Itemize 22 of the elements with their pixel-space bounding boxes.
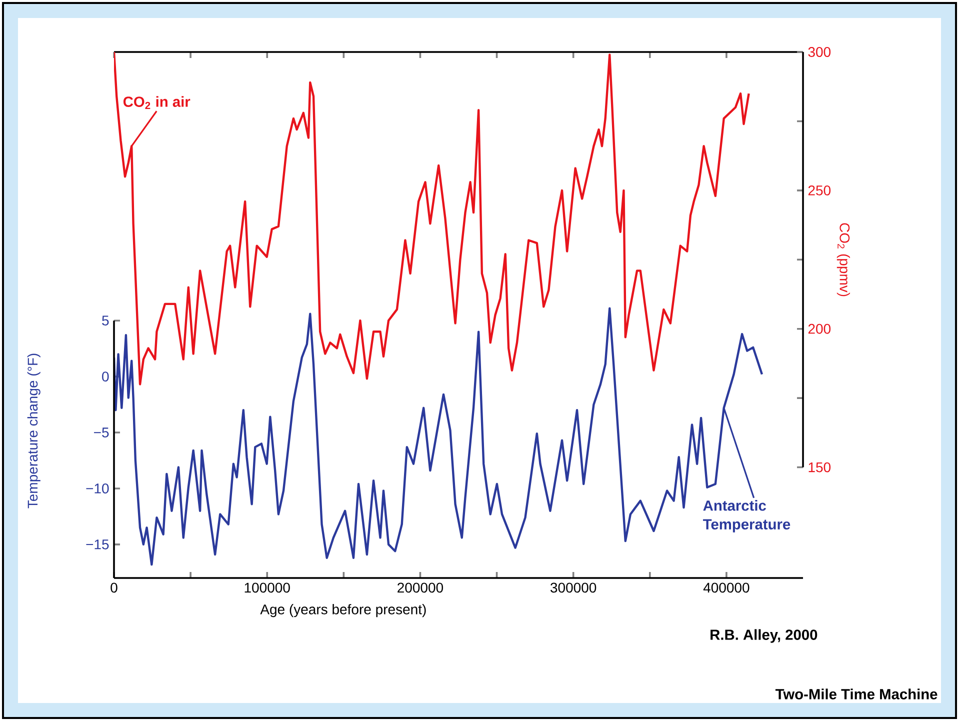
y2-tick-label: 300 [808, 47, 831, 57]
text: Two-Mile Time Machine [775, 688, 938, 700]
text: R.B. Alley, 2000 [710, 629, 818, 643]
y2-tick-label: 250 [808, 185, 831, 196]
y2-tick-label: 150 [808, 462, 831, 472]
y-tick-label: 0 [102, 372, 109, 382]
x-tick-label: 200000 [398, 582, 444, 593]
series-label: Antarctic Temperature [703, 500, 790, 532]
x-tick-label: 0 [110, 582, 118, 593]
series-label: CO$_{2}$ in air [123, 96, 190, 109]
y2-tick-label: 200 [808, 324, 831, 334]
x-tick-label: 400000 [703, 582, 750, 593]
y-tick-label: −15 [86, 540, 109, 550]
x-axis-title: Age (years before present) [260, 604, 426, 618]
y2-axis-title: CO$_{2}$ (ppmv) [836, 223, 850, 296]
y-tick-label: −5 [94, 428, 109, 438]
x-tick-label: 100000 [244, 582, 290, 593]
x-tick-label: 300000 [550, 582, 596, 593]
y-tick-label: 5 [102, 316, 109, 326]
line-series [114, 52, 750, 386]
y-tick-label: −10 [86, 484, 109, 494]
y-axis-title: Temperature change (°F) [27, 354, 40, 508]
